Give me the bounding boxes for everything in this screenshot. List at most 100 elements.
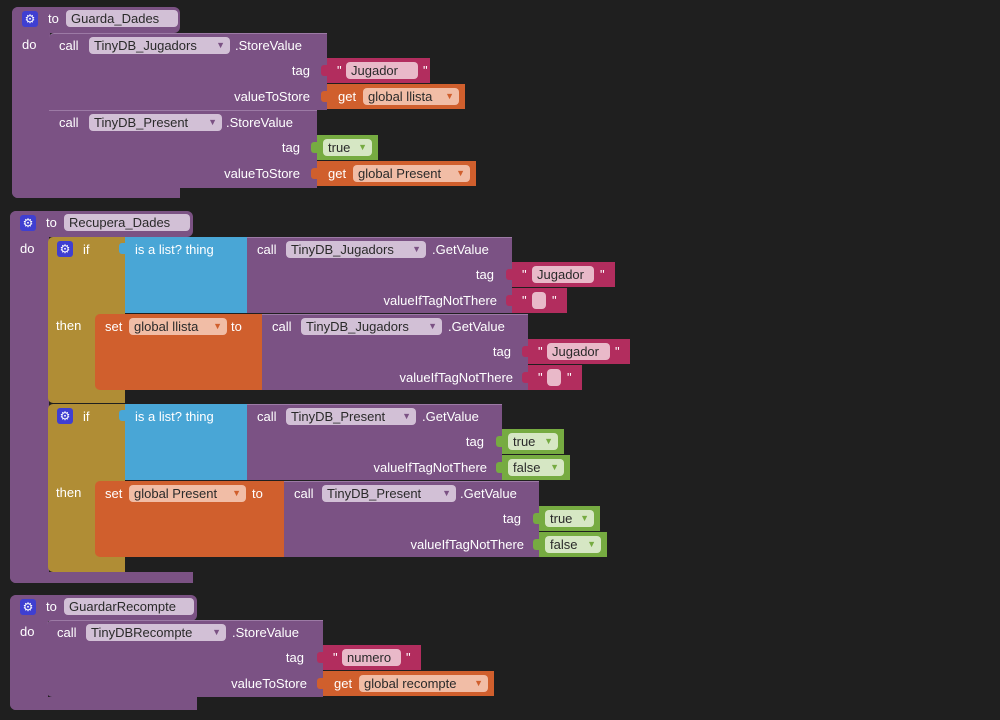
chevron-down-icon: ▼: [412, 244, 421, 254]
call-label: call: [294, 486, 314, 501]
text-field[interactable]: Jugador: [547, 343, 610, 360]
is-a-list-label: is a list? thing: [135, 242, 214, 257]
gear-icon[interactable]: ⚙: [57, 241, 73, 257]
chevron-down-icon: ▼: [216, 40, 225, 50]
text-field[interactable]: [547, 369, 561, 386]
tag-label: tag: [465, 434, 484, 449]
chevron-down-icon: ▼: [580, 513, 589, 523]
value-if-tag-not-there-label: valueIfTagNotThere: [410, 537, 524, 552]
socket-tab: [533, 539, 539, 550]
variable-dropdown[interactable]: global llista ▼: [363, 88, 459, 105]
chevron-down-icon: ▼: [544, 436, 553, 446]
method-label: .StoreValue: [235, 38, 302, 53]
tag-label: tag: [502, 511, 521, 526]
get-label: get: [338, 89, 357, 104]
gear-icon[interactable]: ⚙: [57, 408, 73, 424]
chevron-down-icon: ▼: [232, 488, 241, 498]
call-label: call: [57, 625, 77, 640]
boolean-dropdown[interactable]: false ▼: [508, 459, 564, 476]
chevron-down-icon: ▼: [213, 321, 222, 331]
method-label: .GetValue: [448, 319, 505, 334]
is-a-list-block[interactable]: [125, 404, 247, 480]
to-label: to: [46, 215, 57, 230]
chevron-down-icon: ▼: [474, 678, 483, 688]
chevron-down-icon: ▼: [445, 91, 454, 101]
quote-close: ": [615, 344, 620, 359]
boolean-value: false: [550, 537, 578, 552]
variable-dropdown[interactable]: global Present ▼: [129, 485, 246, 502]
chevron-down-icon: ▼: [550, 462, 559, 472]
gear-icon[interactable]: ⚙: [22, 11, 38, 27]
quote-close: ": [423, 63, 428, 78]
socket-tab: [317, 652, 323, 663]
is-a-list-label: is a list? thing: [135, 409, 214, 424]
text-value: Jugador: [552, 344, 599, 359]
variable-dropdown[interactable]: global Present ▼: [353, 165, 470, 182]
quote-close: ": [406, 650, 411, 665]
tag-label: tag: [281, 140, 300, 155]
socket-tab: [533, 513, 539, 524]
chevron-down-icon: ▼: [402, 411, 411, 421]
procedure-footer: [10, 572, 193, 583]
gear-icon[interactable]: ⚙: [20, 599, 36, 615]
to-label: to: [252, 486, 263, 501]
component-name: TinyDBRecompte: [91, 625, 193, 640]
chevron-down-icon: ▼: [212, 627, 221, 637]
gear-icon[interactable]: ⚙: [20, 215, 36, 231]
variable-dropdown[interactable]: global recompte ▼: [359, 675, 488, 692]
tag-label: tag: [475, 267, 494, 282]
boolean-dropdown[interactable]: false ▼: [545, 536, 601, 553]
variable-name: global llista: [134, 319, 199, 334]
procedure-footer: [12, 186, 180, 198]
procedure-body: [12, 7, 50, 198]
value-if-tag-not-there-label: valueIfTagNotThere: [373, 460, 487, 475]
boolean-dropdown[interactable]: true ▼: [508, 433, 558, 450]
is-a-list-block[interactable]: [125, 237, 247, 313]
text-value: Jugador: [351, 63, 398, 78]
call-label: call: [257, 242, 277, 257]
text-field[interactable]: [532, 292, 546, 309]
quote-open: ": [538, 370, 543, 385]
component-name: TinyDB_Present: [94, 115, 189, 130]
variable-name: global Present: [358, 166, 442, 181]
call-label: call: [257, 409, 277, 424]
quote-open: ": [337, 63, 342, 78]
component-dropdown[interactable]: TinyDB_Present ▼: [286, 408, 416, 425]
variable-name: global recompte: [364, 676, 457, 691]
tag-label: tag: [492, 344, 511, 359]
get-label: get: [334, 676, 353, 691]
procedure-footer: [10, 697, 197, 710]
quote-open: ": [522, 293, 527, 308]
do-label: do: [20, 241, 35, 256]
procedure-name-field[interactable]: Recupera_Dades: [64, 214, 190, 231]
tag-label: tag: [291, 63, 310, 78]
component-name: TinyDB_Present: [291, 409, 386, 424]
set-label: set: [105, 319, 123, 334]
component-dropdown[interactable]: TinyDB_Present ▼: [322, 485, 456, 502]
component-name: TinyDB_Present: [327, 486, 422, 501]
procedure-name-field[interactable]: GuardarRecompte: [64, 598, 194, 615]
text-field[interactable]: numero: [342, 649, 401, 666]
boolean-dropdown[interactable]: true ▼: [323, 139, 372, 156]
chevron-down-icon: ▼: [358, 142, 367, 152]
component-dropdown[interactable]: TinyDB_Present ▼: [89, 114, 222, 131]
component-dropdown[interactable]: TinyDB_Jugadors ▼: [89, 37, 230, 54]
procedure-name-field[interactable]: Guarda_Dades: [66, 10, 178, 27]
component-dropdown[interactable]: TinyDB_Jugadors ▼: [301, 318, 442, 335]
quote-close: ": [567, 370, 572, 385]
text-field[interactable]: Jugador: [532, 266, 594, 283]
then-label: then: [56, 318, 82, 333]
variable-dropdown[interactable]: global llista ▼: [129, 318, 227, 335]
boolean-dropdown[interactable]: true ▼: [545, 510, 594, 527]
chevron-down-icon: ▼: [208, 117, 217, 127]
quote-close: ": [552, 293, 557, 308]
call-label: call: [59, 115, 79, 130]
socket-tab: [321, 91, 327, 102]
component-dropdown[interactable]: TinyDB_Jugadors ▼: [286, 241, 426, 258]
component-dropdown[interactable]: TinyDBRecompte ▼: [86, 624, 226, 641]
socket-tab: [321, 65, 327, 76]
call-label: call: [272, 319, 292, 334]
text-field[interactable]: Jugador: [346, 62, 418, 79]
to-label: to: [46, 599, 57, 614]
boolean-value: true: [550, 511, 573, 526]
